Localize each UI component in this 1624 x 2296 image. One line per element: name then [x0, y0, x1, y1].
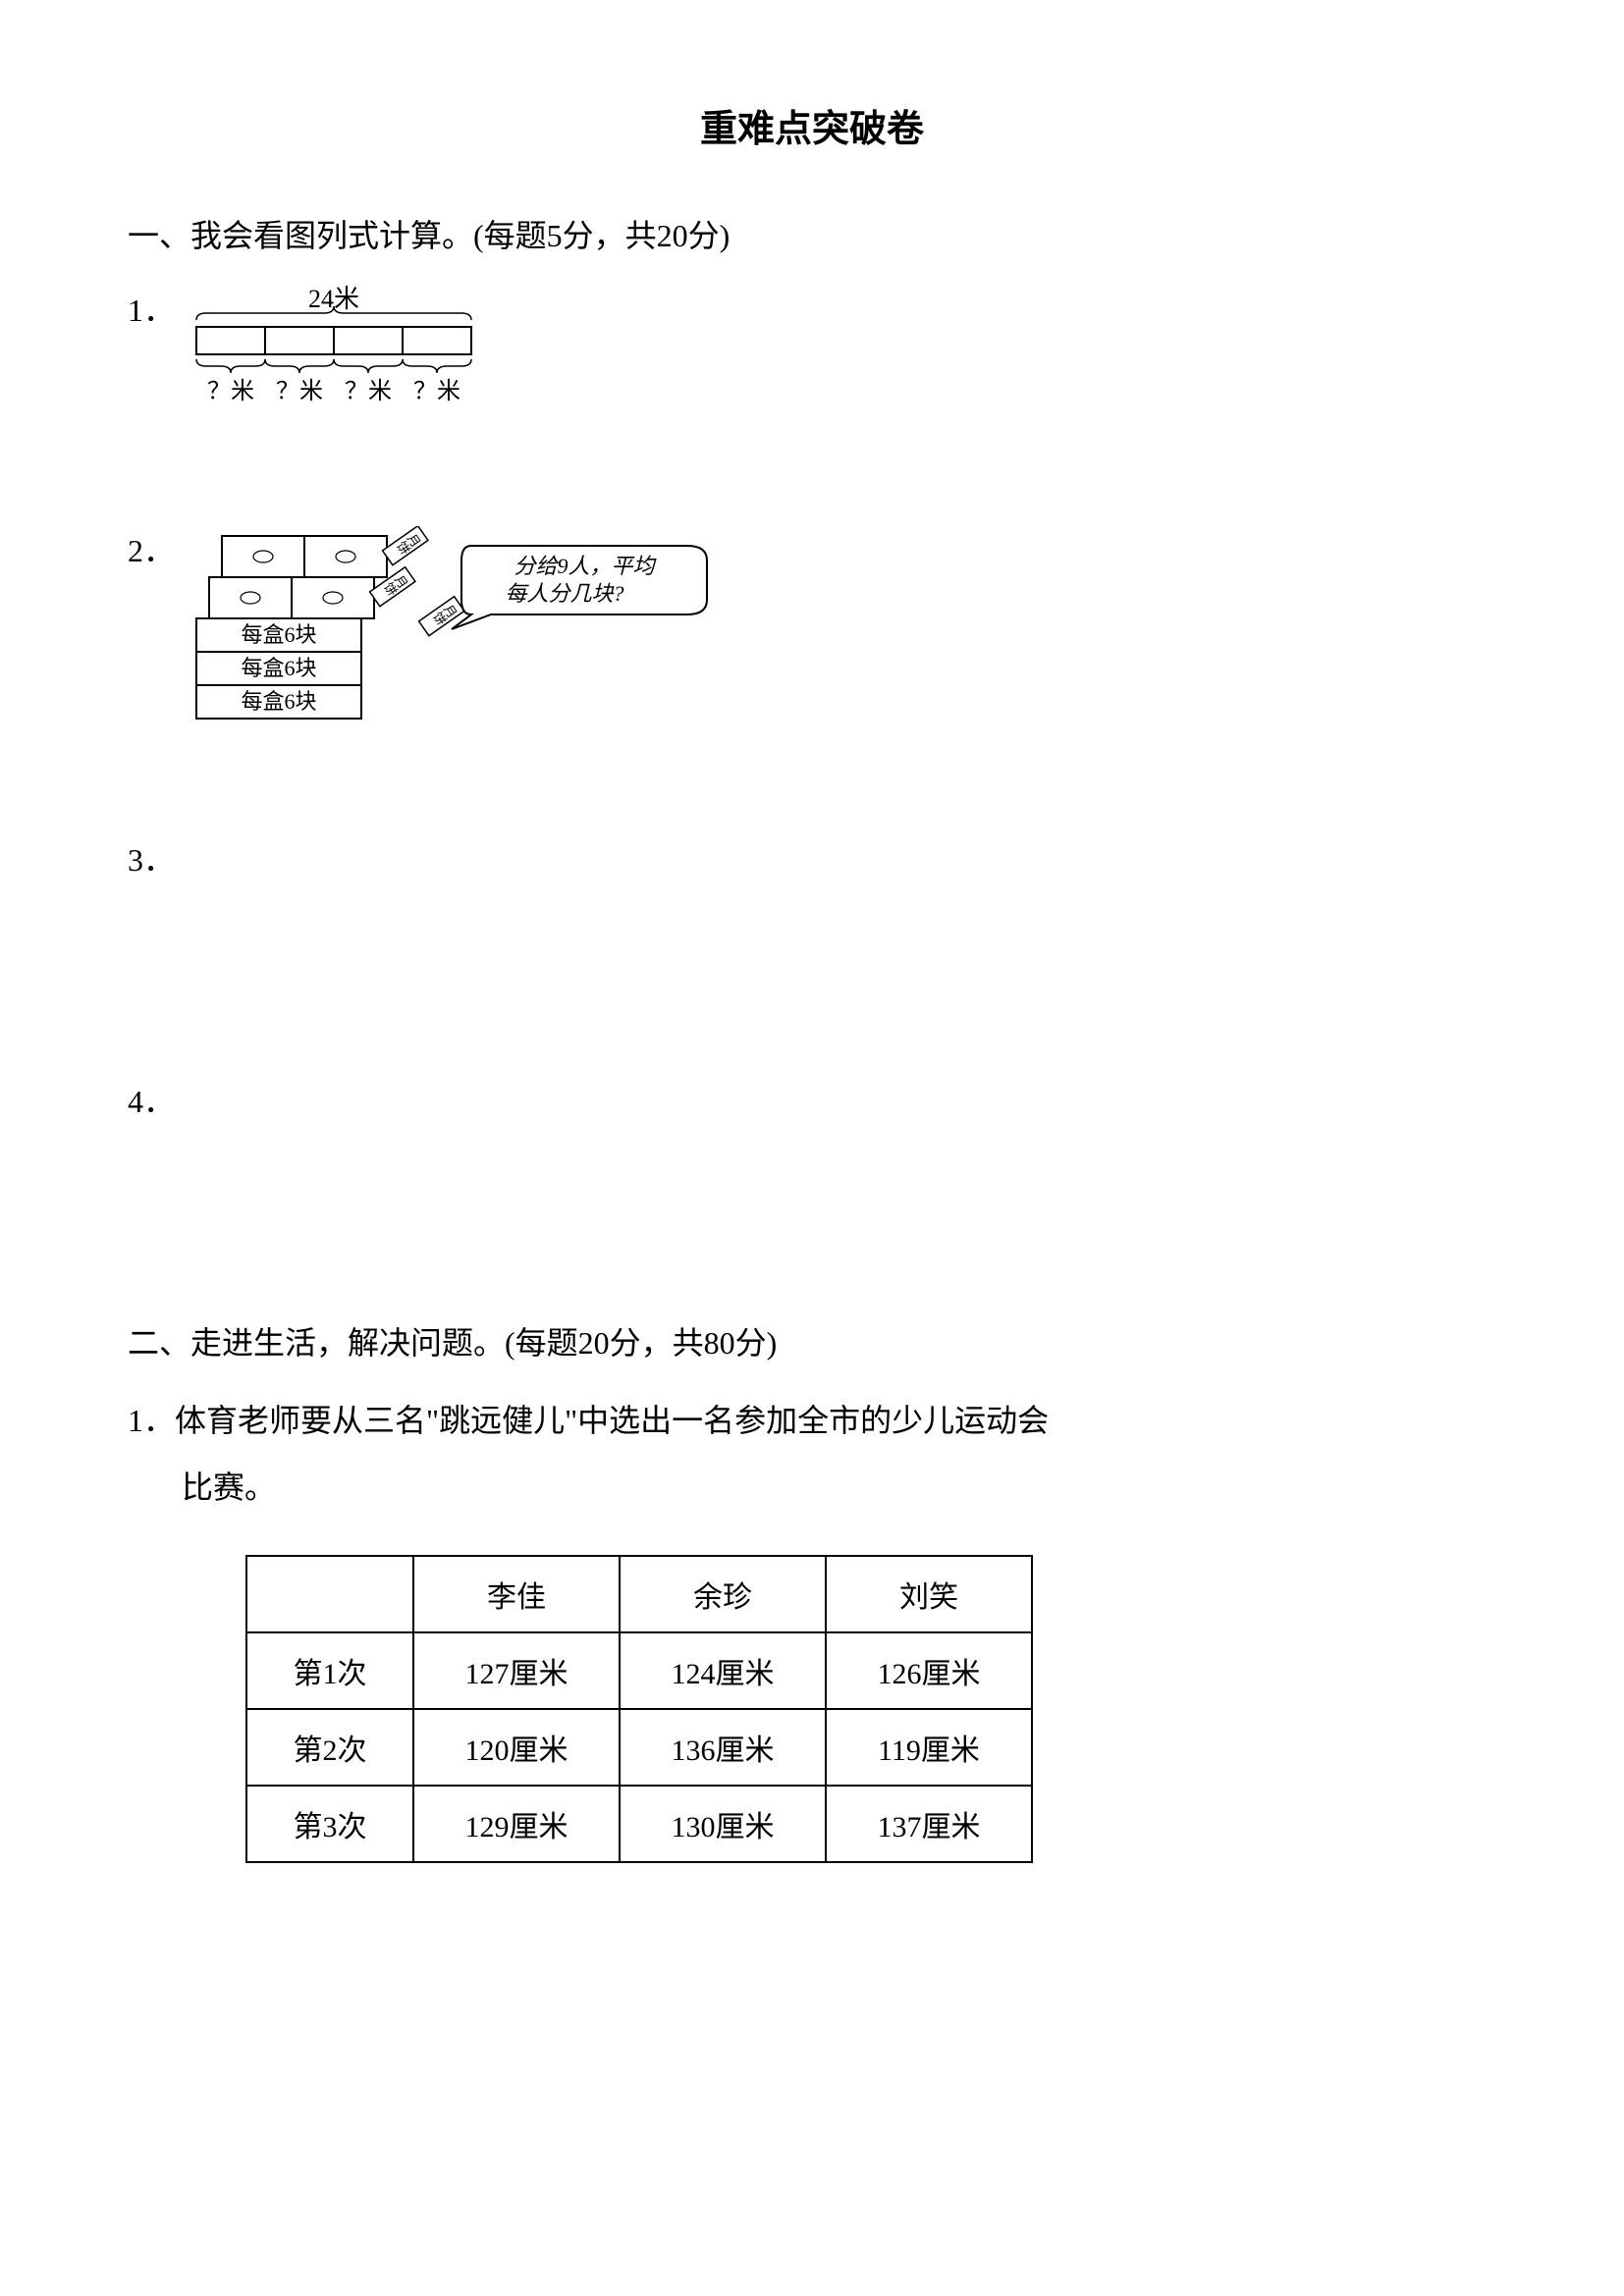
problem-3: 3．: [128, 835, 1496, 881]
bar-model-diagram: 24米 ？米 ？米 ？米 ？米: [177, 286, 511, 413]
problem-1: 1． 24米 ？米 ？米 ？米 ？米: [128, 286, 1496, 418]
problem-2-1-text-line2: 比赛。: [128, 1460, 1496, 1517]
table-cell: 120厘米: [413, 1709, 620, 1786]
problem-2-number: 2．: [128, 526, 177, 571]
segment-label: ？米: [345, 378, 392, 404]
mooncake-diagram: 每盒6块 每盒6块 每盒6块 月饼 月饼 月饼 分给9人，平均 每人分几块?: [177, 526, 727, 722]
table-row: 第3次 129厘米 130厘米 137厘米: [246, 1786, 1032, 1862]
box-label: 每盒6块: [241, 689, 316, 714]
segment-label: ？米: [276, 378, 323, 404]
table-cell: 第1次: [246, 1632, 413, 1709]
table-row: 第1次 127厘米 124厘米 126厘米: [246, 1632, 1032, 1709]
speech-line-1: 分给9人，平均: [514, 554, 657, 578]
box-label: 每盒6块: [241, 656, 316, 680]
table-cell: 第3次: [246, 1786, 413, 1862]
box-label: 每盒6块: [241, 622, 316, 647]
table-cell: 137厘米: [826, 1786, 1032, 1862]
table-header-cell: [246, 1556, 413, 1632]
page-title: 重难点突破卷: [128, 98, 1496, 152]
problem-2-1-number: 1．: [128, 1403, 175, 1438]
segment-label: ？米: [207, 378, 254, 404]
problem-1-diagram: 24米 ？米 ？米 ？米 ？米: [177, 286, 1496, 418]
problem-4-number: 4．: [128, 1077, 177, 1122]
table-cell: 129厘米: [413, 1786, 620, 1862]
section-2-p1: 1．体育老师要从三名"跳远健儿"中选出一名参加全市的少儿运动会: [128, 1393, 1496, 1450]
table-cell: 124厘米: [620, 1632, 826, 1709]
segment-label: ？米: [413, 378, 460, 404]
section-1-heading: 一、我会看图列式计算。(每题5分，共20分): [128, 211, 1496, 256]
table-cell: 130厘米: [620, 1786, 826, 1862]
table-header-row: 李佳 余珍 刘笑: [246, 1556, 1032, 1632]
table-header-cell: 余珍: [620, 1556, 826, 1632]
table-cell: 第2次: [246, 1709, 413, 1786]
results-table: 李佳 余珍 刘笑 第1次 127厘米 124厘米 126厘米 第2次 120厘米…: [245, 1555, 1033, 1863]
speech-line-2: 每人分几块?: [505, 581, 623, 606]
problem-2: 2． 每盒6块 每盒6块 每盒6块 月饼: [128, 526, 1496, 727]
table-cell: 136厘米: [620, 1709, 826, 1786]
problem-4: 4．: [128, 1077, 1496, 1122]
section-2-heading: 二、走进生活，解决问题。(每题20分，共80分): [128, 1318, 1496, 1363]
problem-2-diagram: 每盒6块 每盒6块 每盒6块 月饼 月饼 月饼 分给9人，平均 每人分几块?: [177, 526, 1496, 727]
table-cell: 127厘米: [413, 1632, 620, 1709]
table-header-cell: 李佳: [413, 1556, 620, 1632]
table-row: 第2次 120厘米 136厘米 119厘米: [246, 1709, 1032, 1786]
table-cell: 126厘米: [826, 1632, 1032, 1709]
table-cell: 119厘米: [826, 1709, 1032, 1786]
problem-1-number: 1．: [128, 286, 177, 331]
table-header-cell: 刘笑: [826, 1556, 1032, 1632]
problem-2-1-text-line1: 体育老师要从三名"跳远健儿"中选出一名参加全市的少儿运动会: [175, 1403, 1049, 1438]
problem-3-number: 3．: [128, 835, 177, 881]
